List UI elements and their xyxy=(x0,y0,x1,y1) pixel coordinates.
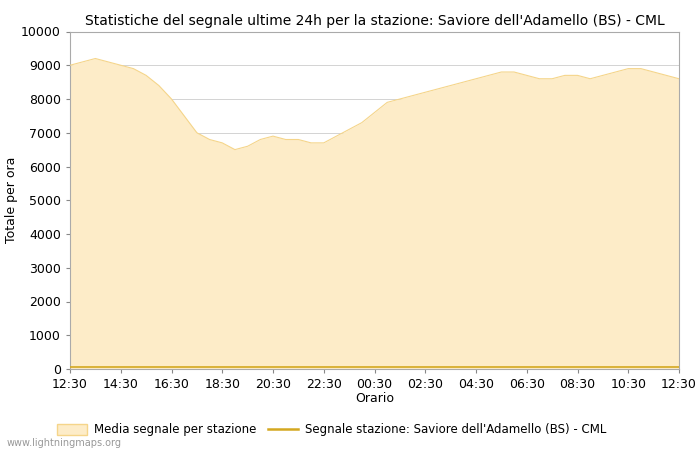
X-axis label: Orario: Orario xyxy=(355,392,394,405)
Legend: Media segnale per stazione, Segnale stazione: Saviore dell'Adamello (BS) - CML: Media segnale per stazione, Segnale staz… xyxy=(52,419,611,441)
Y-axis label: Totale per ora: Totale per ora xyxy=(6,157,18,243)
Text: www.lightningmaps.org: www.lightningmaps.org xyxy=(7,438,122,448)
Title: Statistiche del segnale ultime 24h per la stazione: Saviore dell'Adamello (BS) -: Statistiche del segnale ultime 24h per l… xyxy=(85,14,664,27)
